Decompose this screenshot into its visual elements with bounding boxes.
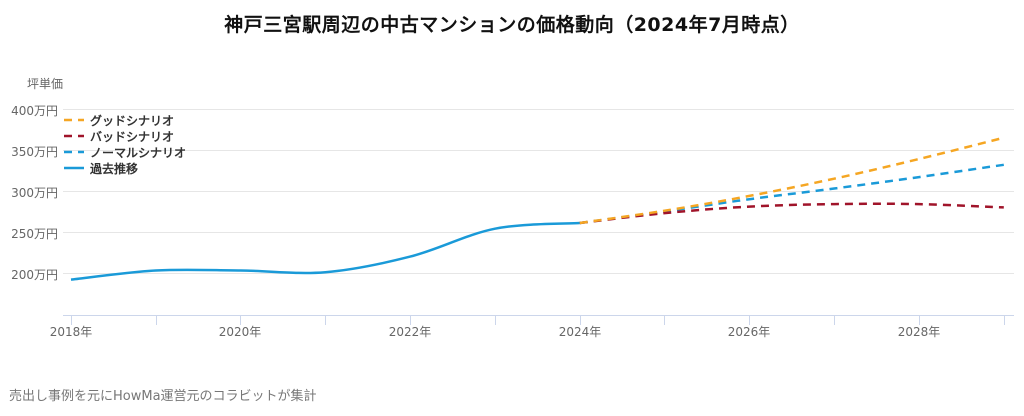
x-tick: 2020年 [218, 325, 262, 339]
legend-label: バッドシナリオ [90, 129, 175, 144]
series-normal-scenario [579, 163, 1004, 225]
x-axis [63, 315, 1014, 325]
dashed-line-icon [64, 134, 84, 138]
x-tick: 2018年 [49, 325, 93, 339]
y-tick: 300万円 [11, 186, 58, 200]
solid-line-icon [64, 166, 84, 170]
y-tick: 400万円 [11, 104, 58, 118]
series-historical [70, 221, 580, 281]
legend-label: ノーマルシナリオ [90, 145, 187, 160]
x-tick: 2024年 [558, 325, 602, 339]
series-bad-scenario [579, 202, 1004, 225]
legend-item-historical[interactable]: 過去推移 [64, 160, 186, 176]
source-note: 売出し事例を元にHowMa運営元のコラビットが集計 [9, 389, 317, 404]
legend-item-bad[interactable]: バッドシナリオ [64, 128, 186, 144]
y-tick: 350万円 [11, 145, 58, 159]
legend-label: グッドシナリオ [90, 113, 175, 128]
series-good-scenario [579, 136, 1005, 225]
legend: グッドシナリオ バッドシナリオ ノーマルシナリオ 過去推移 [64, 112, 186, 176]
legend-item-normal[interactable]: ノーマルシナリオ [64, 144, 186, 160]
y-axis-label: 坪単価 [27, 77, 64, 91]
x-tick: 2022年 [388, 325, 432, 339]
x-tick: 2028年 [897, 325, 941, 339]
y-tick: 250万円 [11, 227, 58, 241]
x-tick: 2026年 [727, 325, 771, 339]
chart-title: 神戸三宮駅周辺の中古マンションの価格動向（2024年7月時点） [224, 14, 800, 36]
gridlines [63, 109, 1014, 274]
legend-label: 過去推移 [90, 161, 139, 176]
dashed-line-icon [64, 150, 84, 154]
dashed-line-icon [64, 118, 84, 122]
legend-item-good[interactable]: グッドシナリオ [64, 112, 186, 128]
y-tick: 200万円 [11, 268, 58, 282]
